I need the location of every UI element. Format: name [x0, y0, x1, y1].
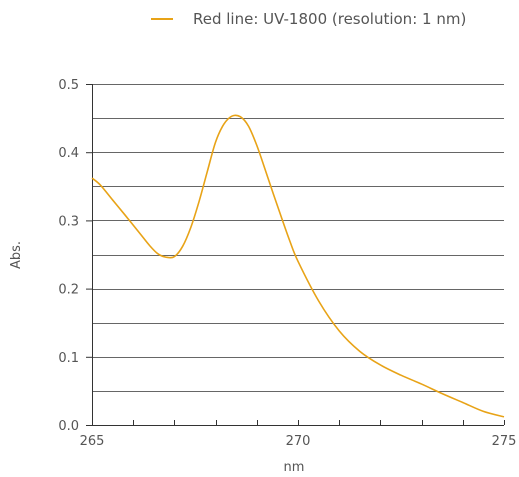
- legend-swatch: [151, 18, 173, 20]
- y-tick-label: 0.4: [58, 146, 79, 161]
- x-axis-label: nm: [284, 460, 305, 475]
- series-line: [91, 114, 505, 418]
- legend-label: Red line: UV-1800 (resolution: 1 nm): [193, 10, 467, 28]
- y-tick-label: 0.2: [58, 283, 79, 298]
- ticks: 0.0 0.1 0.2 0.3 0.4 0.5 265 270 275: [58, 78, 516, 449]
- x-tick-label: 275: [492, 434, 517, 449]
- y-tick-label: 0.1: [58, 351, 79, 366]
- grid: [92, 84, 504, 392]
- x-tick-label: 265: [80, 434, 105, 449]
- y-axis-label: Abs.: [9, 241, 24, 269]
- x-tick-label: 270: [286, 434, 311, 449]
- series: [91, 114, 505, 418]
- chart-legend: Red line: UV-1800 (resolution: 1 nm): [151, 10, 466, 28]
- axes: [92, 84, 504, 426]
- y-tick-label: 0.5: [58, 78, 79, 93]
- y-tick-label: 0.3: [58, 214, 79, 229]
- y-tick-label: 0.0: [58, 419, 79, 434]
